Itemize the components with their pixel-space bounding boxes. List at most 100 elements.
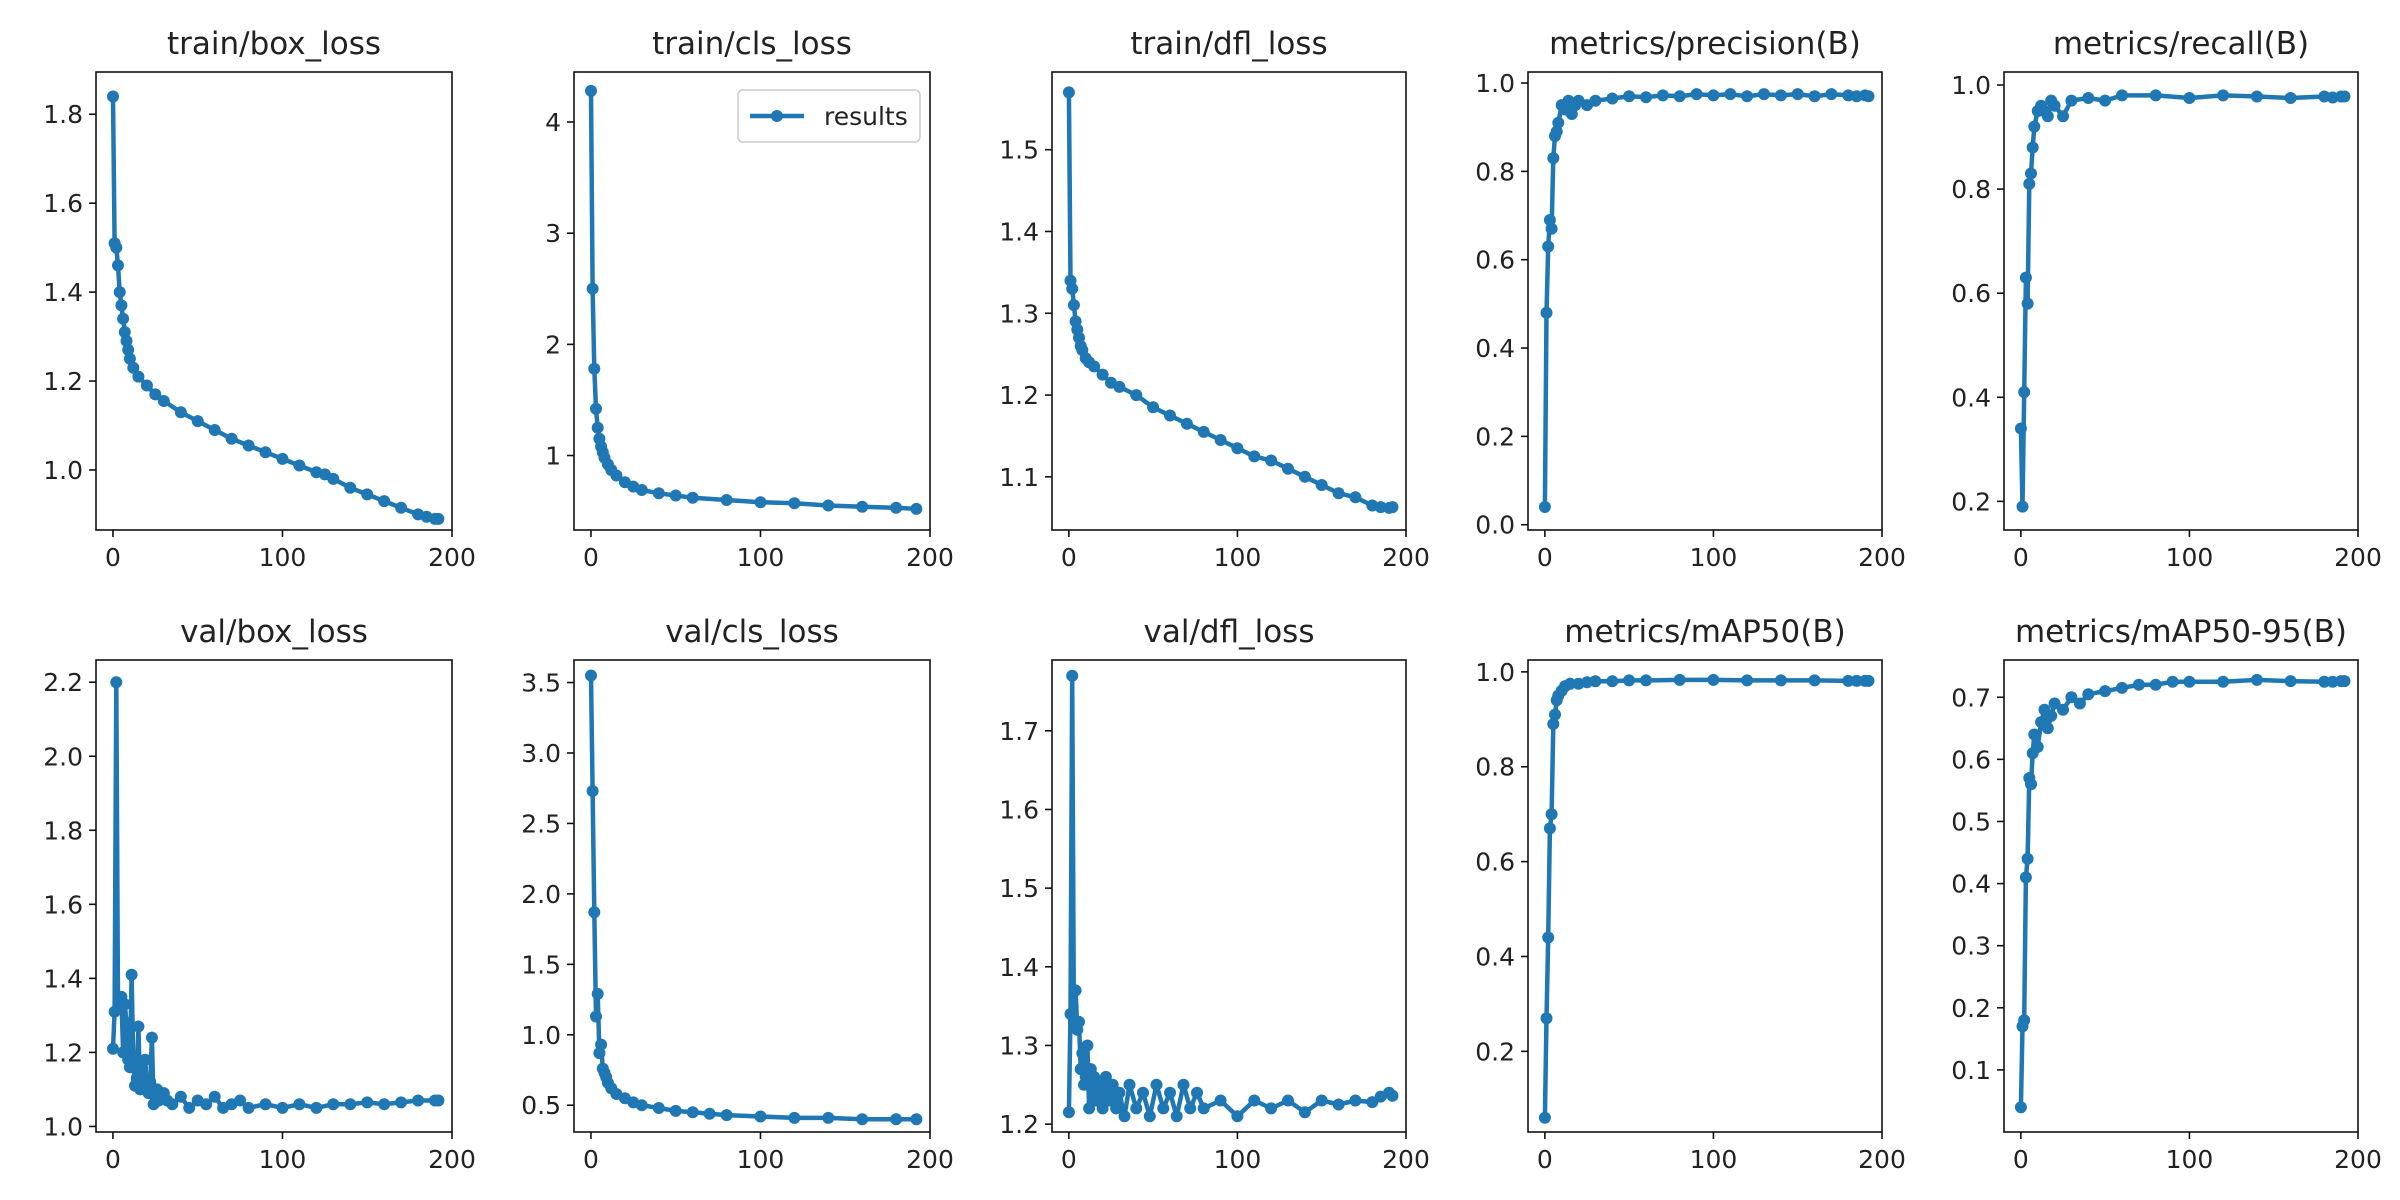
x-tick-label: 100: [1214, 1145, 1262, 1174]
legend: results: [737, 89, 921, 143]
data-point: [2065, 691, 2078, 704]
y-tick-label: 1.3: [999, 299, 1039, 328]
data-point: [2023, 177, 2036, 190]
data-point: [145, 1031, 158, 1044]
data-point: [127, 361, 140, 374]
data-point: [1106, 1078, 1119, 1091]
data-point: [1130, 1102, 1143, 1115]
data-point: [1808, 90, 1821, 103]
data-point: [191, 415, 204, 428]
series-line-results: [2018, 93, 2347, 509]
x-tick-label: 200: [906, 543, 954, 572]
y-tick-label: 1.0: [1951, 71, 1991, 100]
data-point: [1180, 417, 1193, 430]
y-tick-label: 0.0: [1475, 511, 1515, 540]
series-line-results: [110, 94, 441, 522]
panel-5: metrics/recall(B) 0.2 0.4 0.6 0.8 1.0 0 100 200: [1951, 26, 2382, 572]
data-point: [1184, 1102, 1197, 1115]
data-point: [1118, 1110, 1131, 1123]
x-tick-label: 200: [2334, 1145, 2382, 1174]
data-point: [276, 452, 289, 465]
data-point: [107, 1042, 119, 1055]
data-point: [1386, 1089, 1399, 1102]
data-point: [2116, 89, 2128, 102]
x-tick-label: 100: [259, 543, 307, 572]
y-tick-label: 0.3: [1951, 932, 1991, 961]
data-point: [2026, 141, 2039, 154]
data-point: [1113, 1086, 1126, 1099]
x-tick-label: 0: [1061, 543, 1077, 572]
data-point: [1564, 677, 1577, 690]
data-point: [166, 1098, 179, 1111]
x-tick-label: 200: [428, 543, 476, 572]
data-point: [856, 500, 869, 513]
data-point: [2116, 681, 2128, 694]
y-tick-label: 0.2: [1475, 1037, 1515, 1066]
y-tick-label: 0.5: [521, 1091, 561, 1120]
data-point: [120, 1016, 133, 1029]
data-point: [1808, 674, 1821, 687]
panel-10: metrics/mAP50-95(B) 0.1 0.2 0.3 0.4 0.5 0.6 0.7…: [1951, 614, 2382, 1174]
data-point: [1067, 299, 1080, 312]
data-point: [1791, 88, 1804, 101]
data-point: [1538, 501, 1551, 513]
series-line-results: [1066, 673, 1395, 1119]
data-point: [1825, 88, 1838, 101]
data-point: [432, 512, 445, 525]
data-point: [200, 1098, 213, 1111]
data-point: [1315, 1094, 1328, 1107]
plot-frame: [1051, 659, 1407, 1133]
data-point: [1096, 1102, 1109, 1115]
data-point: [1690, 88, 1703, 101]
data-point: [652, 1102, 665, 1114]
data-point: [344, 481, 357, 494]
data-point: [276, 1101, 289, 1114]
data-point: [2028, 728, 2041, 741]
data-point: [635, 1099, 648, 1112]
data-point: [2028, 120, 2041, 133]
panel-title: val/cls_loss: [665, 614, 839, 650]
data-point: [432, 1094, 445, 1107]
data-point: [2048, 697, 2061, 710]
data-point: [910, 502, 923, 515]
data-point: [2019, 871, 2032, 884]
data-point: [1707, 673, 1720, 686]
data-point: [225, 432, 238, 445]
plot-frame: [2003, 71, 2359, 531]
data-point: [234, 1094, 247, 1107]
data-point: [1083, 1102, 1096, 1115]
data-point: [720, 494, 733, 506]
panel-4: metrics/precision(B) 0.0 0.2 0.4 0.6 0.8 1.0 0 1…: [1475, 26, 1906, 572]
x-tick-label: 0: [105, 543, 121, 572]
data-point: [669, 1104, 682, 1117]
data-point: [910, 1113, 923, 1126]
y-tick-label: 1.2: [43, 367, 83, 396]
data-point: [1298, 1106, 1311, 1119]
data-point: [822, 499, 835, 512]
x-tick-label: 200: [1382, 1145, 1430, 1174]
series-line-results: [110, 679, 441, 1111]
data-point: [125, 968, 138, 981]
data-point: [1774, 674, 1787, 687]
data-point: [1589, 675, 1602, 688]
data-point: [1606, 675, 1619, 688]
plot-frame: [95, 71, 453, 531]
data-point: [1191, 1086, 1203, 1099]
x-tick-label: 100: [1690, 543, 1738, 572]
data-point: [2217, 89, 2230, 102]
data-point: [1623, 90, 1636, 103]
data-point: [1282, 1094, 1294, 1107]
data-point: [1096, 368, 1109, 381]
data-point: [2014, 1101, 2027, 1114]
data-point: [113, 286, 126, 299]
data-point: [1545, 222, 1558, 235]
y-tick-label: 1: [545, 442, 561, 471]
data-point: [2318, 675, 2331, 688]
data-point: [1540, 1012, 1553, 1025]
y-tick-label: 1.3: [999, 1031, 1039, 1060]
data-point: [1137, 1086, 1149, 1099]
panel-8: val/dfl_loss 1.2 1.3 1.4 1.5 1.6 1.7 0 100 200: [999, 614, 1430, 1174]
plot-frame: [2003, 659, 2359, 1133]
x-tick-label: 100: [2166, 543, 2214, 572]
